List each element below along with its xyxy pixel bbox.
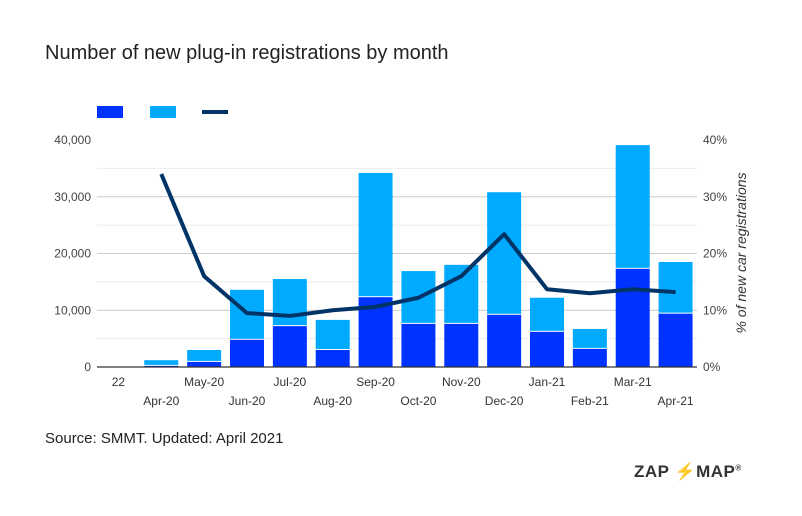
legend-swatch <box>202 110 228 114</box>
bar-segment <box>658 313 693 367</box>
x-tick-label: Feb-21 <box>571 394 609 408</box>
y2-tick-label: 40% <box>703 133 727 147</box>
x-tick-label: May-20 <box>184 375 224 389</box>
zap-map-logo: ZAP ⚡MAP® <box>634 462 742 481</box>
legend-swatch <box>150 106 176 118</box>
x-tick-label: Oct-20 <box>400 394 436 408</box>
chart: 0 10,000 20,000 30,000 40,000 0% 10% 20% 30% 40%%… <box>54 106 749 408</box>
x-tick-label: Jul-20 <box>274 375 307 389</box>
y2-tick-label: 30% <box>703 190 727 204</box>
bar-segment <box>144 360 179 365</box>
bar-segment <box>187 349 222 361</box>
line-series <box>159 173 676 318</box>
bar-segment <box>187 361 222 367</box>
y-tick-label: 0 <box>84 360 91 374</box>
bar-segment <box>315 349 350 367</box>
y2-axis-label: % of new car registrations <box>733 172 749 333</box>
source-note: Source: SMMT. Updated: April 2021 <box>45 430 284 447</box>
bolt-icon: ⚡ <box>674 462 697 481</box>
bar-segment <box>658 262 693 313</box>
bar-segment <box>358 172 393 297</box>
x-tick-label: Dec-20 <box>485 394 524 408</box>
bar-segment <box>572 348 607 367</box>
y-tick-label: 40,000 <box>54 133 91 147</box>
bar-segment <box>487 192 522 314</box>
x-tick-label: Mar-21 <box>614 375 652 389</box>
bar-segment <box>615 145 650 268</box>
bar-segment <box>230 339 264 367</box>
x-tick-label: 22 <box>112 375 126 389</box>
x-tick-label: Nov-20 <box>442 375 481 389</box>
legend-swatch <box>97 106 123 118</box>
bar-segment <box>272 326 307 367</box>
x-tick-label: Sep-20 <box>356 375 395 389</box>
x-tick-label: Jan-21 <box>529 375 566 389</box>
bar-segment <box>615 268 650 367</box>
y-tick-label: 10,000 <box>54 303 91 317</box>
x-tick-label: Apr-21 <box>658 394 694 408</box>
chart-title: Number of new plug-in registrations by m… <box>45 42 449 64</box>
bar-segment <box>401 323 436 367</box>
x-tick-label: Apr-20 <box>143 394 179 408</box>
bar-segment <box>530 331 564 367</box>
y2-tick-label: 0% <box>703 360 721 374</box>
bar-segment <box>572 328 607 348</box>
bar-segment <box>272 279 307 326</box>
bar-segment <box>444 323 479 367</box>
bar-segment <box>530 297 564 331</box>
y-tick-label: 30,000 <box>54 190 91 204</box>
x-tick-label: Aug-20 <box>313 394 352 408</box>
bar-segment <box>487 314 522 367</box>
bar-segment <box>315 319 350 349</box>
y2-tick-label: 10% <box>703 303 727 317</box>
y-tick-label: 20,000 <box>54 247 91 261</box>
x-tick-label: Jun-20 <box>229 394 266 408</box>
y2-tick-label: 20% <box>703 247 727 261</box>
